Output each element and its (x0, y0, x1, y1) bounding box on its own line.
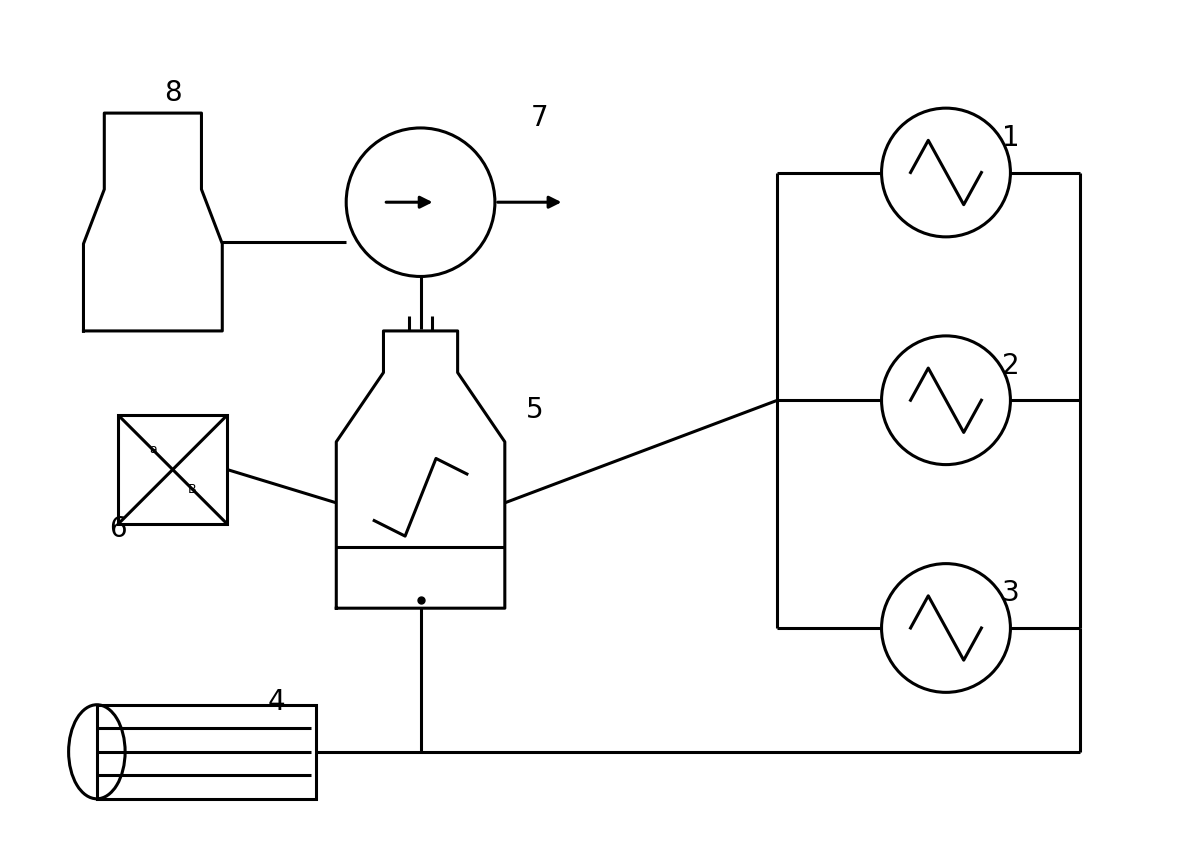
Text: 2: 2 (1002, 352, 1019, 380)
Text: B: B (188, 483, 196, 496)
Text: 3: 3 (1002, 580, 1019, 608)
Text: 7: 7 (531, 104, 549, 132)
Text: 5: 5 (526, 396, 544, 424)
Text: 1: 1 (1002, 124, 1019, 152)
Bar (97, 705, 316, 799)
Text: 6: 6 (109, 515, 127, 543)
Text: 8: 8 (164, 79, 182, 107)
Text: 4: 4 (268, 688, 285, 717)
Text: a: a (150, 444, 157, 456)
Bar (119, 415, 228, 524)
